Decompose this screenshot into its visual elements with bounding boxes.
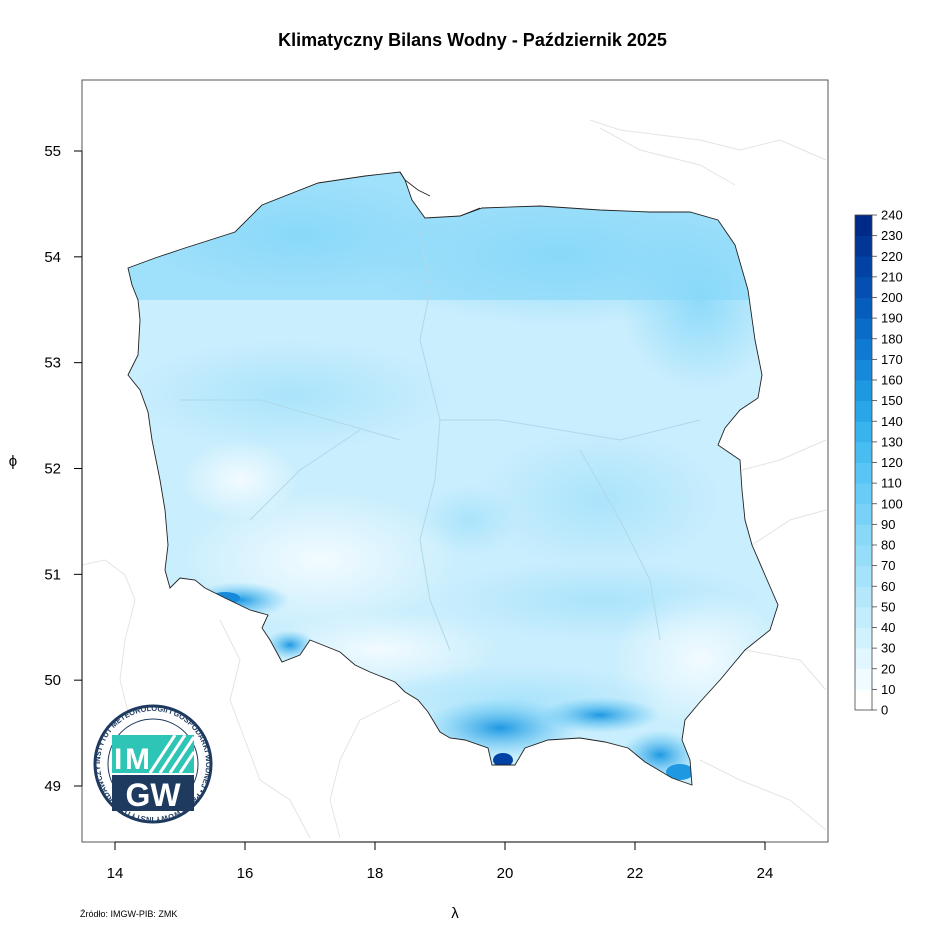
colorbar: 0 10 20 30 40 50 60 70 80 90 100 110 120 130 140 150 160… — [854, 208, 903, 718]
colorbar-bin — [855, 668, 872, 690]
colorbar-label: 20 — [881, 661, 895, 676]
x-axis-ticks: 14 16 18 20 22 24 — [107, 842, 774, 882]
colorbar-bin — [855, 380, 872, 402]
colorbar-bin — [855, 421, 872, 443]
y-axis-label: ϕ — [9, 453, 17, 470]
colorbar-bin — [855, 462, 872, 484]
colorbar-bin — [855, 627, 872, 649]
y-tick-label: 54 — [44, 249, 61, 266]
colorbar-bin — [855, 606, 872, 628]
colorbar-bin — [855, 338, 872, 360]
colorbar-label: 160 — [881, 373, 903, 388]
x-tick-label: 14 — [107, 865, 124, 882]
neighbour-borders — [81, 119, 827, 839]
colorbar-bin — [855, 503, 872, 525]
logo-gw: GW — [125, 777, 181, 813]
colorbar-label: 50 — [881, 599, 895, 614]
colorbar-label: 150 — [881, 393, 903, 408]
colorbar-label: 70 — [881, 558, 895, 573]
colorbar-bin — [855, 318, 872, 340]
colorbar-label: 40 — [881, 620, 895, 635]
colorbar-label: 240 — [881, 208, 903, 223]
colorbar-label: 90 — [881, 517, 895, 532]
colorbar-label: 200 — [881, 290, 903, 305]
colorbar-bin — [855, 276, 872, 298]
y-axis-ticks: 49 50 51 52 53 54 55 — [44, 143, 82, 795]
colorbar-label: 230 — [881, 228, 903, 243]
colorbar-bin — [855, 400, 872, 422]
colorbar-label: 10 — [881, 682, 895, 697]
y-tick-label: 51 — [44, 566, 61, 583]
colorbar-label: 170 — [881, 352, 903, 367]
x-tick-label: 18 — [367, 865, 384, 882]
colorbar-bin — [855, 215, 872, 237]
source-note: Źródło: IMGW-PIB: ZMK — [80, 909, 178, 919]
x-axis-label: λ — [451, 905, 459, 922]
x-tick-label: 22 — [627, 865, 644, 882]
y-tick-label: 53 — [44, 355, 61, 372]
colorbar-label: 190 — [881, 311, 903, 326]
colorbar-label: 220 — [881, 249, 903, 264]
colorbar-label: 140 — [881, 414, 903, 429]
colorbar-label: 60 — [881, 579, 895, 594]
poland-raster — [127, 171, 779, 786]
colorbar-bin — [855, 565, 872, 587]
colorbar-label: 0 — [881, 703, 888, 718]
colorbar-bin — [855, 689, 872, 711]
colorbar-bin — [855, 441, 872, 463]
logo-i: I — [114, 743, 122, 776]
colorbar-bin — [855, 524, 872, 546]
colorbar-bin — [855, 648, 872, 670]
x-tick-label: 16 — [237, 865, 254, 882]
colorbar-bin — [855, 359, 872, 381]
colorbar-label: 210 — [881, 269, 903, 284]
colorbar-label: 120 — [881, 455, 903, 470]
colorbar-label: 110 — [881, 476, 902, 491]
x-tick-label: 24 — [757, 865, 774, 882]
map-title: Klimatyczny Bilans Wodny - Październik 2… — [278, 30, 667, 50]
colorbar-label: 80 — [881, 538, 895, 553]
colorbar-bin — [855, 256, 872, 278]
y-tick-label: 50 — [44, 672, 61, 689]
colorbar-bin — [855, 235, 872, 257]
colorbar-bin — [855, 297, 872, 319]
colorbar-label: 180 — [881, 331, 903, 346]
colorbar-label: 100 — [881, 496, 903, 511]
colorbar-bin — [855, 483, 872, 505]
colorbar-label: 130 — [881, 434, 903, 449]
colorbar-label: 30 — [881, 641, 895, 656]
logo-m: M — [125, 743, 150, 776]
y-tick-label: 49 — [44, 778, 61, 795]
colorbar-bin — [855, 586, 872, 608]
x-tick-label: 20 — [497, 865, 514, 882]
colorbar-bin — [855, 545, 872, 567]
y-tick-label: 52 — [44, 461, 61, 478]
y-tick-label: 55 — [44, 143, 61, 160]
